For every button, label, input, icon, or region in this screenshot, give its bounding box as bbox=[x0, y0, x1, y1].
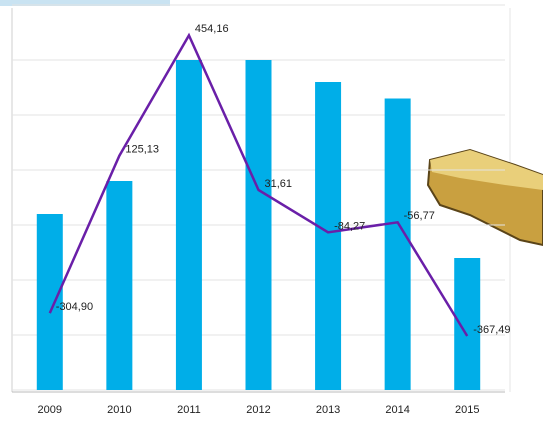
bar bbox=[245, 60, 272, 390]
x-tick-label: 2014 bbox=[385, 404, 409, 416]
x-tick-label: 2015 bbox=[455, 404, 479, 416]
bar bbox=[384, 98, 411, 390]
data-label: -56,77 bbox=[404, 210, 435, 222]
x-tick-label: 2010 bbox=[107, 404, 131, 416]
data-label: 454,16 bbox=[195, 23, 229, 35]
data-label: 31,61 bbox=[265, 178, 293, 190]
x-tick-label: 2009 bbox=[38, 404, 62, 416]
data-label: -84,27 bbox=[334, 220, 365, 232]
header-strip bbox=[0, 0, 170, 6]
data-label: -367,49 bbox=[473, 324, 510, 336]
data-label: 125,13 bbox=[125, 144, 159, 156]
bar bbox=[175, 60, 202, 390]
data-label: -304,90 bbox=[56, 301, 93, 313]
bar bbox=[315, 82, 342, 390]
line bbox=[48, 32, 469, 337]
bar bbox=[36, 214, 63, 390]
x-tick-label: 2012 bbox=[246, 404, 270, 416]
bar bbox=[106, 181, 133, 390]
x-tick-label: 2013 bbox=[316, 404, 340, 416]
x-tick-label: 2011 bbox=[177, 404, 201, 416]
